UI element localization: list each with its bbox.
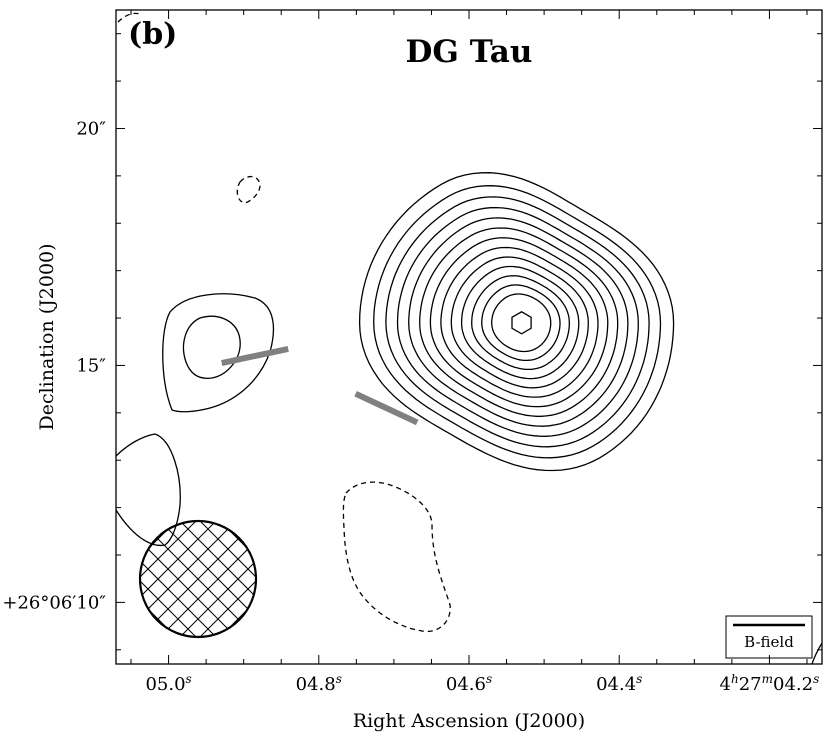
- panel-label: (b): [128, 17, 177, 52]
- negative-contour-south: [342, 481, 451, 633]
- y-tick-label: 15″: [76, 355, 106, 376]
- y-tick-label: +26°06′10″: [2, 592, 106, 613]
- beam-hatch-line: [140, 521, 256, 637]
- contour-level-7: [429, 237, 609, 408]
- axis-ticks: [116, 10, 822, 664]
- b-field-vector-2: [354, 390, 419, 426]
- beam-hatch-line: [140, 521, 199, 637]
- beam-ellipse: [0, 499, 418, 659]
- x-tick-label: 4h27m04.2s: [720, 672, 820, 695]
- x-tick-labels: 05.0s 04.8s 04.6s 04.4s 4h27m04.2s: [145, 672, 819, 695]
- positive-contour-edge-west: [116, 433, 181, 547]
- contour-level-11: [471, 275, 570, 371]
- beam-hatch-line: [197, 521, 256, 637]
- beam-hatch-line: [177, 521, 256, 637]
- positive-contour-west-inner: [182, 315, 241, 379]
- positive-contour-west-outer: [162, 293, 275, 413]
- beam-hatch-line: [258, 499, 418, 659]
- negative-contour-north: [236, 175, 261, 204]
- x-tick-label: 04.8s: [296, 672, 342, 695]
- beam-hatch-line: [140, 521, 159, 637]
- contour-level-9: [450, 256, 589, 389]
- x-axis-label: Right Ascension (J2000): [353, 710, 585, 732]
- contour-level-5: [408, 217, 629, 427]
- beam-hatch-line: [217, 521, 256, 637]
- y-axis-label: Declination (J2000): [36, 243, 58, 430]
- beam-hatch-line: [140, 521, 179, 637]
- beam-hatch-line: [177, 521, 256, 637]
- x-tick-label: 04.6s: [446, 672, 492, 695]
- beam-hatch-line: [140, 521, 179, 637]
- corner-contour-bottom-right: [811, 642, 822, 664]
- contour-level-8: [440, 246, 599, 398]
- beam-hatch-line: [0, 499, 138, 659]
- contour-level-6: [419, 227, 619, 417]
- contour-level-10: [460, 265, 580, 380]
- beam-hatch-line: [140, 521, 219, 637]
- beam-hatch-line: [140, 521, 256, 637]
- contour-level-2: [373, 185, 662, 459]
- contour-level-3: [385, 196, 650, 448]
- contour-level-4: [396, 206, 639, 437]
- b-field-vector-1: [221, 345, 289, 366]
- corner-contour-top-left: [117, 12, 141, 23]
- beam-hatch-line: [140, 521, 159, 637]
- legend-label: B-field: [744, 633, 794, 651]
- contour-level-14: [511, 311, 532, 335]
- x-tick-label: 05.0s: [145, 672, 191, 695]
- y-tick-label: 20″: [76, 118, 106, 139]
- beam-hatch-line: [140, 521, 219, 637]
- beam-hatch-line: [140, 521, 239, 637]
- b-field-vectors: [221, 345, 419, 426]
- plot-frame: [115, 9, 823, 665]
- contour-level-1: [358, 172, 675, 472]
- contour-level-13: [491, 293, 552, 353]
- contour-level-12: [481, 284, 561, 362]
- y-tick-labels: 20″ 15″ +26°06′10″: [2, 118, 106, 613]
- x-tick-label: 04.4s: [596, 672, 642, 695]
- beam-hatch-line: [258, 499, 418, 659]
- legend: B-field: [725, 615, 813, 659]
- beam-hatch-line: [140, 521, 199, 637]
- legend-box: [725, 615, 813, 659]
- beam-hatch-line: [140, 521, 256, 637]
- beam-hatch-line: [237, 521, 256, 637]
- beam-hatch-line: [237, 521, 256, 637]
- beam-hatch-line: [0, 499, 138, 659]
- beam-hatch-line: [197, 521, 256, 637]
- chart-title: DG Tau: [406, 34, 533, 70]
- beam-hatch-line: [217, 521, 256, 637]
- main-source-contours: [358, 172, 675, 472]
- beam-hatch-line: [157, 521, 256, 637]
